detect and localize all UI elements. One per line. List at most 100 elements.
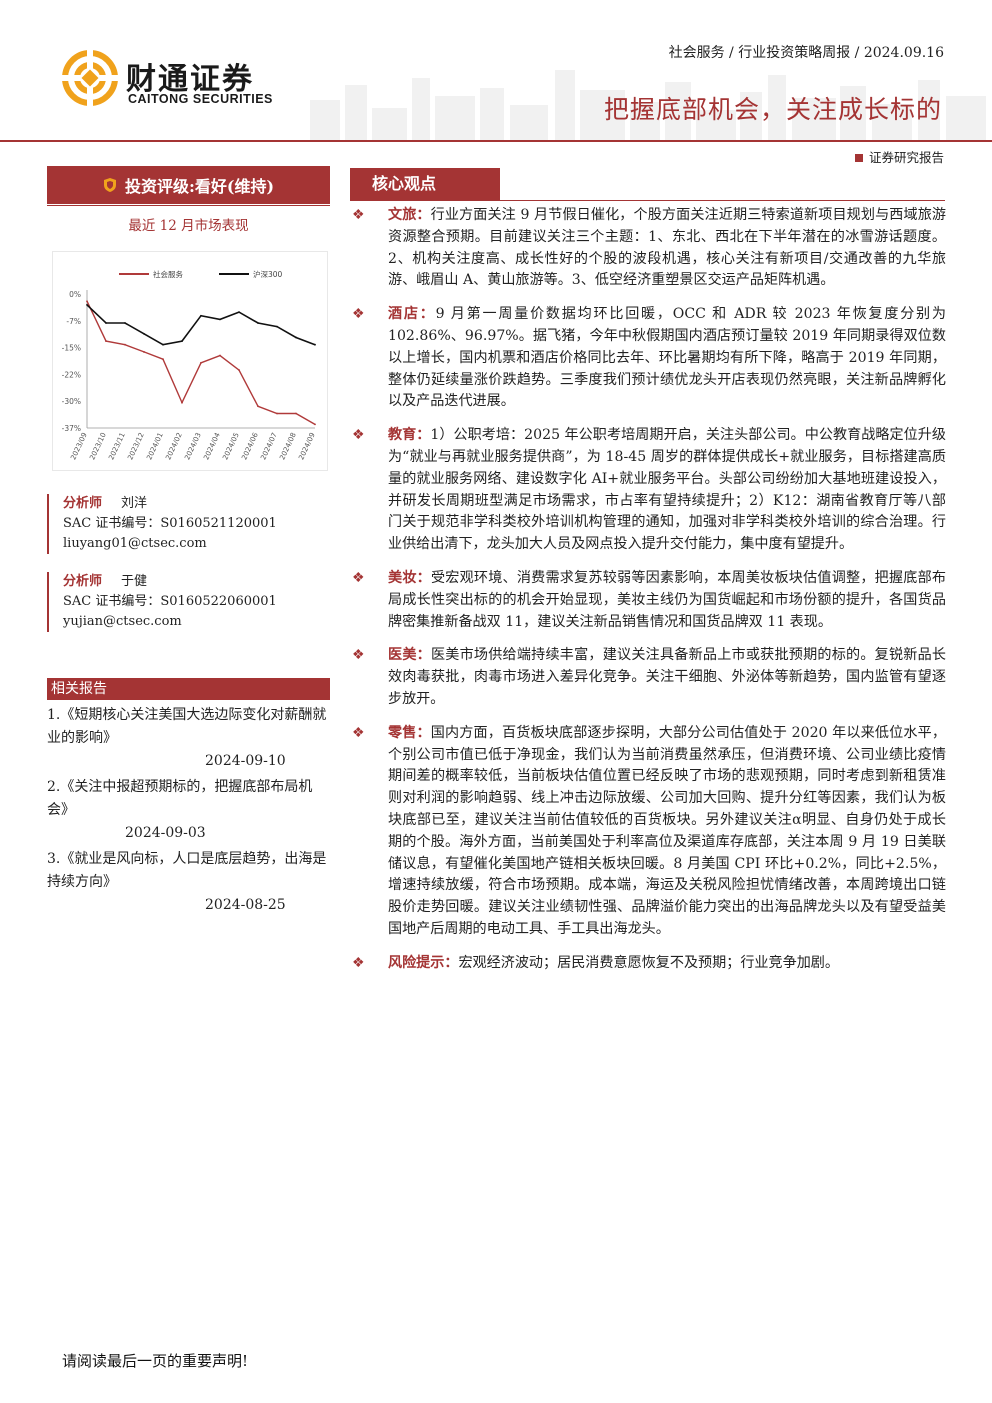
x-tick-label: 2024/06 xyxy=(240,431,260,461)
rating-divider xyxy=(47,205,330,206)
analyst-card-1: 分析师 刘洋 SAC 证书编号：S0160521120001 liuyang01@… xyxy=(47,494,330,554)
x-tick-label: 2024/08 xyxy=(278,431,298,461)
point-text: 医美市场供给端持续丰富，建议关注具备新品上市或获批预期的标的。复锐新品长效肉毒获… xyxy=(388,647,947,707)
point-key: 医美： xyxy=(388,647,431,664)
data-point xyxy=(257,405,259,408)
point-tourism: ❖ 文旅：行业方面关注 9 月节假日催化，个股方面关注近期三特索道新项目规划与西域… xyxy=(350,205,946,292)
data-point xyxy=(162,343,164,346)
point-key: 美妆： xyxy=(388,569,431,586)
core-divider xyxy=(350,200,945,201)
x-tick-label: 2023/12 xyxy=(126,431,146,461)
data-point xyxy=(200,361,202,364)
analyst-name: 刘洋 xyxy=(121,496,148,511)
data-point xyxy=(257,322,259,324)
diamond-bullet-icon: ❖ xyxy=(352,647,365,664)
point-text: 行业方面关注 9 月节假日催化，个股方面关注近期三特索道新项目规划与西域旅游资源… xyxy=(388,207,946,289)
x-tick-label: 2023/11 xyxy=(107,431,127,461)
point-text: 受宏观环境、消费需求复苏较弱等因素影响，本周美妆板块估值调整，把握底部布局成长性… xyxy=(388,569,947,630)
related-report-date: 2024-08-25 xyxy=(205,897,286,913)
series-line xyxy=(86,304,316,346)
market-chart: 0% -7% -15% -22% -30% -37% 2023/09 2023/10 2023/… xyxy=(52,251,328,471)
data-point xyxy=(105,340,107,342)
point-retail: ❖ 零售：国内方面，百货板块底部逐步探明，大部分公司估值处于 2020 年以来低位… xyxy=(350,723,946,941)
report-type: 证券研究报告 xyxy=(854,147,944,166)
point-cosmetics: ❖ 美妆：受宏观环境、消费需求复苏较弱等因素影响，本周美妆板块估值调整，把握底部布… xyxy=(350,568,946,633)
disclaimer-note: 请阅读最后一页的重要声明! xyxy=(62,1352,249,1370)
data-point xyxy=(276,325,278,328)
analyst-card-2: 分析师 于健 SAC 证书编号：S0160522060001 yujian@cts… xyxy=(47,572,330,632)
caitong-logo-icon xyxy=(62,50,118,106)
point-education: ❖ 教育：1）公职考培：2025 年公职考培周期开启，关注头部公司。中公教育战略定… xyxy=(350,425,946,556)
logo-english: CAITONG SECURITIES xyxy=(128,92,273,106)
x-tick-label: 2023/09 xyxy=(69,431,89,461)
breadcrumb: 社会服务 / 行业投资策略周报 / 2024.09.16 xyxy=(668,45,944,61)
analyst-sac: SAC 证书编号：S0160522060001 xyxy=(63,594,277,609)
diamond-bullet-icon: ❖ xyxy=(352,569,365,586)
point-key: 教育： xyxy=(388,427,431,444)
point-text: 9 月第一周量价数据均环比回暖，OCC 和 ADR 较 2023 年恢复度分别为… xyxy=(388,306,946,410)
x-tick-label: 2024/05 xyxy=(221,431,241,461)
data-point xyxy=(200,314,202,317)
related-report-text[interactable]: 1.《短期核心关注美国大选边际变化对薪酬就业的影响》 xyxy=(47,707,327,746)
related-report-item[interactable]: 2.《关注中报超预期标的，把握底部布局机会》 2024-09-03 xyxy=(47,776,332,845)
square-icon xyxy=(854,154,863,162)
data-point xyxy=(143,332,145,335)
point-risk: ❖ 风险提示：宏观经济波动；居民消费意愿恢复不及预期；行业竞争加剧。 xyxy=(350,953,946,975)
point-key: 零售： xyxy=(388,724,431,741)
y-tick-label: 0% xyxy=(69,290,81,299)
point-text: 国内方面，百货板块底部逐步探明，大部分公司估值处于 2020 年以来低位水平，个… xyxy=(388,724,947,937)
related-report-date: 2024-09-03 xyxy=(125,825,206,841)
data-point xyxy=(143,351,145,353)
x-tick-label: 2024/01 xyxy=(145,431,165,461)
related-report-item[interactable]: 1.《短期核心关注美国大选边际变化对薪酬就业的影响》 2024-09-10 xyxy=(47,704,332,773)
y-tick-label: -37% xyxy=(62,424,81,433)
related-report-date: 2024-09-10 xyxy=(205,753,286,769)
data-point xyxy=(86,300,88,303)
data-point xyxy=(181,401,183,404)
y-tick-label: -30% xyxy=(62,397,81,406)
data-point xyxy=(219,318,221,321)
data-point xyxy=(295,336,297,339)
related-reports-list: 1.《短期核心关注美国大选边际变化对薪酬就业的影响》 2024-09-10 2.《… xyxy=(47,704,332,920)
point-key: 风险提示： xyxy=(388,954,459,971)
point-key: 酒店： xyxy=(388,306,436,323)
related-report-text[interactable]: 2.《关注中报超预期标的，把握底部布局机会》 xyxy=(47,779,313,818)
y-tick-label: -15% xyxy=(62,344,81,353)
x-tick-label: 2024/07 xyxy=(259,431,279,461)
x-tick-label: 2023/10 xyxy=(88,431,108,461)
market-chart-title: 最近 12 月市场表现 xyxy=(128,218,249,234)
analyst-role: 分析师 xyxy=(63,496,103,511)
y-tick-label: -22% xyxy=(62,370,81,379)
header-divider xyxy=(0,140,992,142)
analyst-email[interactable]: liuyang01@ctsec.com xyxy=(63,536,207,551)
logo-text: 财通证券 xyxy=(126,62,254,97)
legend-label: 社会服务 xyxy=(153,269,183,279)
data-point xyxy=(86,303,88,306)
related-report-item[interactable]: 3.《就业是风向标，人口是底层趋势，出海是持续方向》 2024-08-25 xyxy=(47,848,332,917)
city-skyline-watermark xyxy=(310,70,986,140)
core-views-title: 核心观点 xyxy=(350,168,500,200)
x-tick-label: 2024/02 xyxy=(164,431,184,461)
data-point xyxy=(295,412,297,415)
point-text: 宏观经济波动；居民消费意愿恢复不及预期；行业竞争加剧。 xyxy=(458,954,839,971)
analyst-email[interactable]: yujian@ctsec.com xyxy=(63,614,182,629)
analyst-sac: SAC 证书编号：S0160521120001 xyxy=(63,516,277,531)
point-key: 文旅： xyxy=(388,207,431,223)
point-aesthetics: ❖ 医美：医美市场供给端持续丰富，建议关注具备新品上市或获批预期的标的。复锐新品长… xyxy=(350,645,946,710)
data-point xyxy=(314,423,316,426)
data-point xyxy=(219,354,221,357)
related-report-text[interactable]: 3.《就业是风向标，人口是底层趋势，出海是持续方向》 xyxy=(47,851,327,890)
market-chart-svg: 0%-7%-15%-22%-30%-37%2023/09 2023/10 2023/… xyxy=(62,269,317,461)
rating-box: 投资评级:看好(维持) xyxy=(47,166,330,204)
diamond-bullet-icon: ❖ xyxy=(352,207,365,223)
data-point xyxy=(181,340,183,342)
diamond-bullet-icon: ❖ xyxy=(352,724,365,741)
core-points: ❖ 文旅：行业方面关注 9 月节假日催化，个股方面关注近期三特索道新项目规划与西域… xyxy=(350,205,946,987)
rating-label: 投资评级:看好(维持) xyxy=(124,177,275,196)
shield-icon xyxy=(103,178,116,192)
report-title: 把握底部机会，关注成长标的 xyxy=(603,95,942,124)
y-tick-label: -7% xyxy=(66,317,81,326)
report-type-label: 证券研究报告 xyxy=(868,150,944,165)
diamond-bullet-icon: ❖ xyxy=(352,306,365,323)
data-point xyxy=(276,412,278,415)
